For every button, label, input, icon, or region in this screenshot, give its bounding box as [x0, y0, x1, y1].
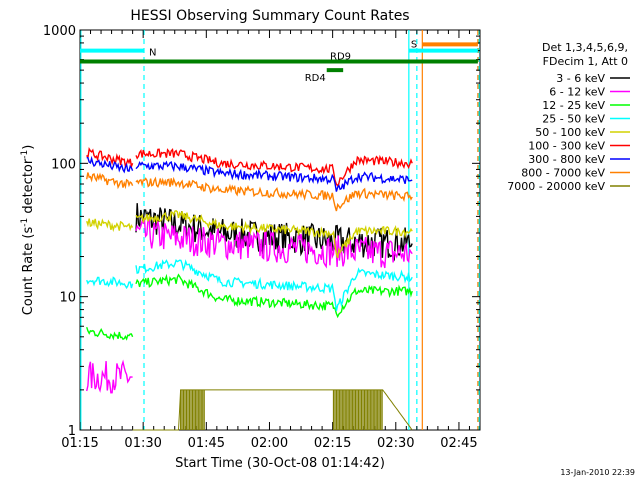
series-line [86, 359, 133, 394]
y-axis-label-main: Count Rate (s [21, 227, 36, 316]
y-axis-label-mid: detector [21, 158, 36, 218]
legend-header: FDecim 1, Att 0 [543, 55, 628, 68]
y-axis-label-sup1: -1 [20, 218, 30, 227]
series-lines [86, 147, 413, 431]
chart-title: HESSI Observing Summary Count Rates [130, 8, 409, 24]
x-tick-label: 02:45 [440, 436, 477, 451]
series-line [86, 276, 134, 290]
y-tick-label: 1 [68, 424, 76, 439]
flag-label: N [149, 48, 156, 59]
y-tick-label: 100 [51, 157, 76, 172]
y-axis-label-end: ) [21, 145, 36, 150]
x-tick-label: 02:15 [314, 436, 351, 451]
timestamp: 13-Jan-2010 22:39 [560, 468, 635, 477]
x-tick-label: 02:30 [377, 436, 414, 451]
legend-label: 12 - 25 keV [542, 99, 605, 112]
status-flags: N S RD9 RD4 [80, 40, 478, 84]
x-tick-label: 02:00 [251, 436, 288, 451]
legend-label: 50 - 100 keV [535, 126, 605, 139]
legend-label: 3 - 6 keV [556, 72, 605, 85]
y-axis: 1 10 100 1000 [43, 24, 480, 439]
x-axis: 01:15 01:30 01:45 02:00 02:15 02:30 02:45 [61, 30, 481, 451]
y-tick-label: 1000 [43, 24, 76, 39]
legend-label: 100 - 300 keV [528, 140, 605, 153]
series-line [86, 155, 134, 174]
legend-label: 800 - 7000 keV [521, 167, 605, 180]
x-axis-label: Start Time (30-Oct-08 01:14:42) [175, 456, 385, 471]
legend: Det 1,3,4,5,6,9,FDecim 1, Att 0 3 - 6 keV… [507, 41, 630, 193]
y-axis-label-sup2: -1 [20, 150, 30, 159]
series-line [86, 218, 134, 233]
legend-label: 6 - 12 keV [549, 86, 605, 99]
series-line [135, 148, 413, 188]
x-tick-label: 01:45 [188, 436, 225, 451]
flag-label: RD4 [305, 73, 326, 84]
series-line [135, 258, 413, 312]
x-tick-label: 01:30 [124, 436, 161, 451]
flag-label: RD9 [330, 52, 351, 63]
flag-label: S [411, 40, 417, 51]
x-tick-label: 01:15 [61, 436, 98, 451]
legend-label: 7000 - 20000 keV [507, 180, 605, 193]
legend-label: 300 - 800 keV [528, 153, 605, 166]
series-line [135, 176, 413, 212]
vertical-marker-lines [80, 30, 480, 430]
series-line [135, 160, 413, 192]
legend-header: Det 1,3,4,5,6,9, [542, 41, 628, 54]
series-line [135, 210, 413, 259]
series-line [86, 147, 134, 170]
series-line [135, 273, 413, 319]
series-line [86, 172, 134, 190]
y-tick-label: 10 [59, 291, 76, 306]
series-line [135, 218, 413, 269]
series-line [86, 326, 134, 341]
y-axis-label: Count Rate (s-1 detector-1) [20, 145, 36, 316]
legend-label: 25 - 50 keV [542, 113, 605, 126]
